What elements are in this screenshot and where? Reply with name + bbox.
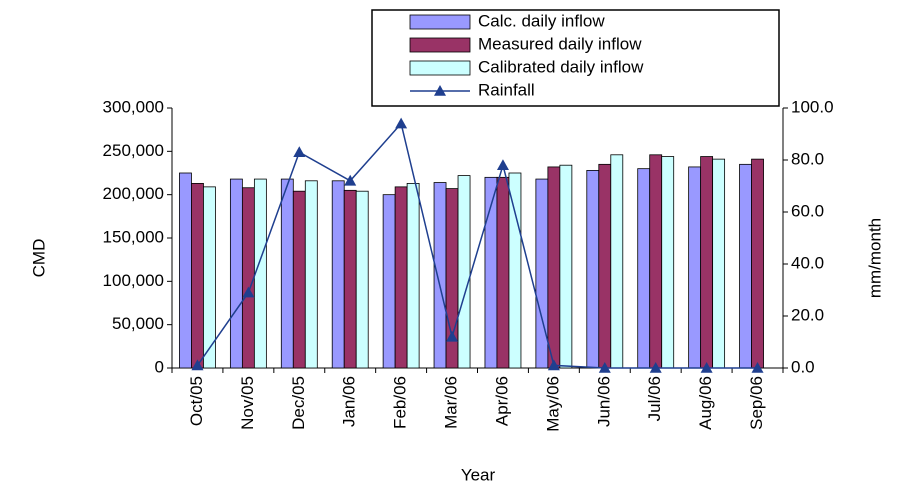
x-tick-label: Sep/06 — [747, 376, 766, 430]
y-axis-label: CMD — [29, 239, 48, 278]
rainfall-marker — [242, 286, 255, 298]
bar — [253, 178, 267, 369]
bar — [179, 172, 192, 369]
rainfall-marker — [751, 362, 764, 373]
bar — [394, 186, 408, 369]
x-axis-label: Year — [461, 465, 496, 484]
bar — [433, 182, 447, 369]
rainfall-marker — [344, 174, 357, 186]
x-tick-label: Mar/06 — [442, 376, 461, 429]
y2-tick-label: 40.0 — [791, 253, 824, 272]
bar — [547, 166, 561, 369]
x-tick-label: Dec/05 — [289, 376, 308, 430]
legend-label: Measured daily inflow — [478, 34, 642, 53]
legend-label: Calibrated daily inflow — [478, 57, 644, 76]
x-tick-label: Aug/06 — [696, 376, 715, 430]
y-tick-label: 100,000 — [103, 271, 164, 290]
rainfall-marker — [598, 362, 611, 373]
x-tick-label: Jul/06 — [645, 376, 664, 421]
y2-tick-label: 80.0 — [791, 149, 824, 168]
legend-marker — [434, 85, 446, 96]
bar — [457, 175, 471, 369]
bar — [292, 190, 306, 369]
rainfall-marker — [700, 362, 713, 373]
bar — [712, 158, 726, 369]
bar — [229, 178, 243, 369]
x-tick-label: May/06 — [543, 376, 562, 432]
bar — [304, 180, 318, 369]
bar — [496, 176, 510, 369]
rainfall-marker — [191, 359, 204, 371]
x-tick-label: Jun/06 — [594, 376, 613, 427]
y-tick-label: 150,000 — [103, 227, 164, 246]
bar — [343, 189, 357, 369]
y-tick-label: 250,000 — [103, 141, 164, 160]
legend-label: Calc. daily inflow — [478, 11, 605, 30]
legend-label: Rainfall — [478, 80, 535, 99]
x-tick-label: Nov/05 — [238, 376, 257, 430]
y2-tick-label: 0.0 — [791, 357, 815, 376]
rainfall-marker — [446, 330, 459, 342]
bar — [280, 178, 294, 369]
bar — [649, 154, 663, 369]
y-tick-label: 300,000 — [103, 97, 164, 116]
y-tick-label: 0 — [155, 357, 164, 376]
y-tick-label: 200,000 — [103, 184, 164, 203]
x-tick-label: Oct/05 — [187, 376, 206, 426]
bar — [598, 163, 612, 369]
bar — [751, 158, 764, 369]
bar — [331, 180, 345, 369]
y-tick-label: 50,000 — [112, 314, 164, 333]
rainfall-marker — [496, 159, 509, 170]
legend-swatch — [409, 60, 471, 76]
bar — [700, 156, 714, 369]
bar — [508, 172, 522, 369]
x-tick-label: Jan/06 — [340, 376, 359, 427]
bar — [203, 186, 216, 369]
y2-tick-label: 20.0 — [791, 305, 824, 324]
rainfall-marker — [649, 362, 662, 373]
bar — [355, 190, 369, 369]
bar — [688, 166, 702, 369]
rainfall-marker — [395, 117, 408, 129]
legend-swatch — [409, 37, 471, 53]
bar — [382, 194, 396, 369]
rainfall-marker — [293, 146, 306, 157]
bar — [191, 182, 204, 369]
bar — [586, 169, 600, 369]
y2-axis-label: mm/month — [865, 218, 884, 298]
bar — [610, 154, 624, 369]
rainfall-line — [196, 122, 758, 369]
legend-swatch — [409, 14, 471, 30]
bar — [661, 156, 675, 369]
rainfall-marker — [547, 359, 560, 371]
bar — [406, 182, 420, 369]
x-tick-label: Apr/06 — [492, 376, 511, 426]
y2-tick-label: 60.0 — [791, 201, 824, 220]
bar — [241, 187, 255, 369]
bar — [559, 164, 573, 369]
bar — [535, 178, 549, 369]
y2-tick-label: 100.0 — [791, 97, 834, 116]
bar — [739, 163, 752, 369]
bar — [637, 168, 651, 369]
x-tick-label: Feb/06 — [391, 376, 410, 429]
